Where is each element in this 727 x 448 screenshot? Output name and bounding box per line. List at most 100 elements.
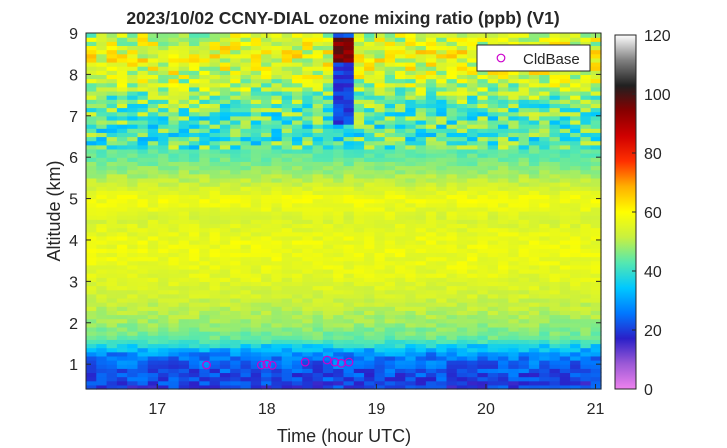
heatmap-cell xyxy=(487,248,499,253)
heatmap-cell xyxy=(250,244,262,249)
heatmap-cell xyxy=(456,148,468,154)
heatmap-cell xyxy=(199,343,211,349)
heatmap-cell xyxy=(549,322,561,328)
heatmap-cell xyxy=(137,215,149,220)
heatmap-cell xyxy=(580,248,592,253)
heatmap-cell xyxy=(590,136,602,142)
heatmap-cell xyxy=(333,45,345,51)
heatmap-cell xyxy=(467,223,478,229)
heatmap-cell xyxy=(250,86,262,92)
heatmap-cell xyxy=(230,173,242,179)
heatmap-cell xyxy=(96,99,108,104)
heatmap-cell xyxy=(436,231,448,237)
heatmap-cell xyxy=(374,360,386,365)
heatmap-cell xyxy=(425,198,437,204)
heatmap-cell xyxy=(302,86,314,92)
heatmap-cell xyxy=(292,256,303,262)
heatmap-cell xyxy=(590,161,602,167)
heatmap-cell xyxy=(549,273,561,278)
heatmap-cell xyxy=(570,99,581,104)
heatmap-cell xyxy=(508,173,520,179)
heatmap-cell xyxy=(147,244,159,249)
heatmap-cell xyxy=(199,244,211,249)
heatmap-cell xyxy=(322,165,334,171)
heatmap-cell xyxy=(415,115,427,121)
heatmap-cell xyxy=(364,281,375,287)
heatmap-cell xyxy=(384,103,396,109)
heatmap-cell xyxy=(395,57,406,63)
heatmap-cell xyxy=(168,190,180,196)
heatmap-cell xyxy=(570,33,581,38)
heatmap-cell xyxy=(116,37,128,42)
heatmap-cell xyxy=(549,144,561,150)
heatmap-cell xyxy=(415,148,427,154)
heatmap-cell xyxy=(137,223,149,229)
heatmap-cell xyxy=(147,33,159,38)
heatmap-cell xyxy=(230,277,242,282)
heatmap-cell xyxy=(446,202,458,208)
heatmap-cell xyxy=(436,360,448,365)
heatmap-cell xyxy=(353,37,365,42)
heatmap-cell xyxy=(580,186,592,191)
heatmap-cell xyxy=(405,115,417,121)
heatmap-cell xyxy=(405,111,417,117)
heatmap-cell xyxy=(147,169,159,175)
heatmap-cell xyxy=(570,297,581,303)
heatmap-cell xyxy=(364,360,375,365)
heatmap-cell xyxy=(456,206,468,212)
heatmap-cell xyxy=(158,136,169,142)
heatmap-cell xyxy=(580,302,592,307)
heatmap-cell xyxy=(158,314,169,320)
heatmap-cell xyxy=(230,190,242,196)
heatmap-cell xyxy=(436,368,448,374)
heatmap-cell xyxy=(436,355,448,361)
heatmap-cell xyxy=(405,140,417,146)
heatmap-cell xyxy=(158,53,169,59)
heatmap-cell xyxy=(456,281,468,287)
heatmap-cell xyxy=(467,231,478,237)
heatmap-cell xyxy=(116,347,128,353)
heatmap-cell xyxy=(189,244,200,249)
heatmap-cell xyxy=(384,148,396,154)
heatmap-cell xyxy=(559,140,571,146)
heatmap-cell xyxy=(405,281,417,287)
heatmap-cell xyxy=(549,252,561,258)
heatmap-cell xyxy=(127,190,139,196)
heatmap-cell xyxy=(590,244,602,249)
heatmap-cell xyxy=(467,124,478,129)
heatmap-cell xyxy=(199,256,211,262)
heatmap-cell xyxy=(106,144,118,150)
heatmap-cell xyxy=(86,140,97,146)
heatmap-cell xyxy=(528,70,540,75)
heatmap-cell xyxy=(518,198,530,204)
heatmap-cell xyxy=(158,223,169,229)
heatmap-cell xyxy=(86,306,97,311)
heatmap-cell xyxy=(415,144,427,150)
heatmap-cell xyxy=(498,273,509,278)
heatmap-cell xyxy=(250,82,262,88)
heatmap-cell xyxy=(96,165,108,171)
heatmap-cell xyxy=(467,302,478,307)
heatmap-cell xyxy=(86,206,97,212)
heatmap-cell xyxy=(116,297,128,303)
heatmap-cell xyxy=(158,66,169,71)
heatmap-cell xyxy=(549,318,561,324)
heatmap-cell xyxy=(178,314,190,320)
heatmap-cell xyxy=(508,194,520,200)
heatmap-cell xyxy=(158,244,169,249)
heatmap-cell xyxy=(456,57,468,63)
heatmap-cell xyxy=(539,380,551,386)
cloud-base-marker xyxy=(330,357,340,367)
heatmap-cell xyxy=(168,169,180,175)
heatmap-cell xyxy=(425,128,437,133)
heatmap-cell xyxy=(219,70,231,75)
heatmap-cell xyxy=(374,103,386,109)
heatmap-cell xyxy=(209,140,221,146)
heatmap-cell xyxy=(487,289,499,295)
heatmap-cell xyxy=(570,314,581,320)
heatmap-cell xyxy=(559,281,571,287)
heatmap-cell xyxy=(219,302,231,307)
heatmap-cell xyxy=(559,273,571,278)
heatmap-cell xyxy=(590,248,602,253)
heatmap-cell xyxy=(209,103,221,109)
